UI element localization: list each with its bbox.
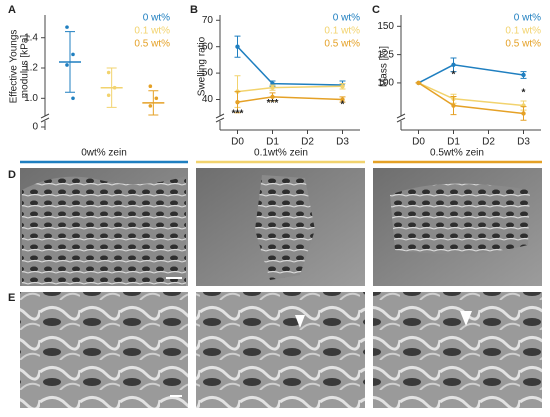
data-point: [65, 63, 69, 67]
axis-break: [215, 113, 225, 123]
series-line: [418, 82, 524, 115]
y-tick-label: 1.4: [24, 32, 38, 43]
data-point: [148, 84, 153, 88]
x-tick-label: D2: [301, 137, 314, 148]
y-tick-label: 1.0: [24, 93, 38, 104]
series-line: [418, 82, 524, 107]
data-point: [340, 97, 345, 102]
data-point: [451, 103, 456, 108]
scaffold: [390, 183, 530, 254]
scaffold: [255, 175, 315, 280]
panel-label: A: [8, 4, 16, 16]
column-header: 0wt% zein: [81, 148, 127, 159]
column-header: 0.1wt% zein: [254, 148, 308, 159]
legend-entry: 0 wt%: [333, 13, 360, 24]
axis-break: [396, 113, 406, 123]
image: [20, 292, 188, 408]
y-tick-label: 0: [32, 122, 38, 133]
legend-entry: 0 wt%: [143, 13, 170, 24]
y-tick-label: 125: [377, 49, 394, 60]
axis-break: [40, 113, 50, 123]
data-point: [521, 111, 526, 116]
legend-entry: 0.5 wt%: [505, 39, 541, 50]
legend-entry: 0.1 wt%: [505, 26, 541, 37]
data-point: [270, 94, 275, 100]
series-line: [237, 85, 343, 93]
y-axis-label: modulus [kPa]: [20, 35, 31, 99]
sem-images: [20, 168, 542, 408]
data-point: [340, 84, 345, 89]
data-point: [416, 80, 421, 86]
data-point: [106, 70, 111, 75]
data-point: [71, 96, 75, 101]
data-point: [270, 85, 275, 90]
series-line: [418, 64, 524, 84]
data-point: [65, 25, 69, 29]
legend-entry: 0.5 wt%: [134, 39, 170, 50]
x-tick-label: D3: [336, 137, 349, 148]
y-tick-label: 40: [202, 94, 214, 105]
y-tick-label: 150: [377, 21, 394, 32]
data-point: [451, 62, 456, 68]
y-tick-label: 1.2: [24, 63, 38, 74]
arrowhead: [460, 311, 472, 326]
y-axis-label: Swelling ratio: [197, 36, 208, 96]
scaffold: [22, 176, 186, 286]
panel-label: C: [372, 4, 380, 16]
column-header: 0.5wt% zein: [430, 148, 484, 159]
data-point: [71, 52, 75, 57]
y-axis-label: Mass [%]: [379, 46, 390, 87]
data-point: [106, 93, 111, 98]
data-point: [148, 104, 153, 108]
y-tick-label: 50: [202, 68, 214, 79]
image: [373, 292, 542, 408]
x-tick-label: D3: [517, 137, 530, 148]
image: [196, 292, 365, 408]
series-line: [237, 96, 343, 103]
annotation: *: [522, 88, 526, 99]
y-tick-label: 60: [202, 41, 214, 52]
series-line: [236, 46, 343, 86]
x-tick-label: D0: [231, 137, 244, 148]
x-tick-label: D2: [482, 137, 495, 148]
legend-entry: 0.5 wt%: [324, 39, 360, 50]
arrowhead: [295, 315, 305, 328]
legend-entry: 0 wt%: [514, 13, 541, 24]
data-point: [154, 96, 159, 101]
data-point: [521, 72, 526, 78]
panel-label: E: [8, 292, 15, 304]
y-tick-label: 100: [377, 78, 394, 89]
legend-entry: 0.1 wt%: [324, 26, 360, 37]
x-tick-label: D0: [412, 137, 425, 148]
panel-label: D: [8, 169, 16, 181]
annotation: *: [341, 99, 345, 110]
panel-label: B: [190, 4, 198, 16]
annotation: *: [452, 70, 456, 81]
annotation: ***: [232, 109, 244, 120]
x-tick-label: D1: [266, 137, 279, 148]
legend-entry: 0.1 wt%: [134, 26, 170, 37]
data-point: [235, 44, 240, 49]
data-point: [235, 99, 240, 105]
y-tick-label: 70: [202, 15, 214, 26]
annotation: ***: [267, 98, 279, 109]
x-tick-label: D1: [447, 137, 460, 148]
y-axis-label: Effective Youngs: [9, 30, 20, 104]
